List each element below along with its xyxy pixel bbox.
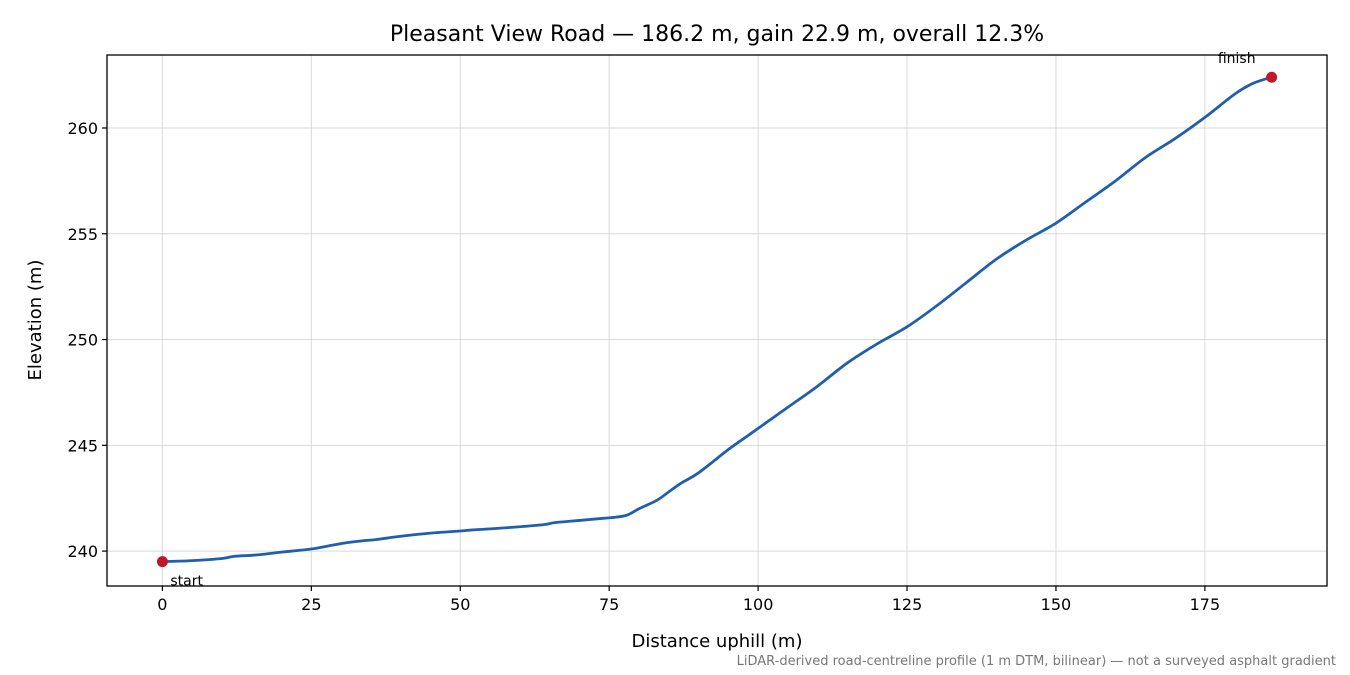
x-axis-label: Distance uphill (m) xyxy=(632,631,803,652)
x-tick-label: 125 xyxy=(892,595,923,614)
y-tick-label: 260 xyxy=(67,119,98,138)
x-tick-label: 150 xyxy=(1041,595,1072,614)
y-tick-label: 255 xyxy=(67,225,98,244)
x-tick-label: 75 xyxy=(599,595,619,614)
axis-ticks: 0 25 50 75 100 125 150 175 240 245 250 255 260 xyxy=(67,119,1220,614)
footnote: LiDAR-derived road-centreline profile (1… xyxy=(737,654,1336,669)
x-tick-label: 100 xyxy=(743,595,774,614)
y-tick-label: 240 xyxy=(67,542,98,561)
elevation-line xyxy=(162,75,1273,564)
x-tick-label: 175 xyxy=(1190,595,1221,614)
chart-title: Pleasant View Road — 186.2 m, gain 22.9 … xyxy=(390,22,1044,47)
start-label: start xyxy=(170,574,203,590)
finish-marker xyxy=(1266,71,1278,83)
x-tick-label: 25 xyxy=(301,595,321,614)
y-axis-label: Elevation (m) xyxy=(25,260,46,381)
plot-frame xyxy=(106,54,1328,587)
series-layer: start finish xyxy=(156,51,1278,590)
grid-lines xyxy=(107,55,1327,586)
x-tick-label: 50 xyxy=(450,595,470,614)
y-tick-label: 250 xyxy=(67,331,98,350)
start-marker xyxy=(156,556,168,568)
x-tick-label: 0 xyxy=(157,595,167,614)
y-tick-label: 245 xyxy=(67,436,98,455)
finish-label: finish xyxy=(1218,51,1256,67)
